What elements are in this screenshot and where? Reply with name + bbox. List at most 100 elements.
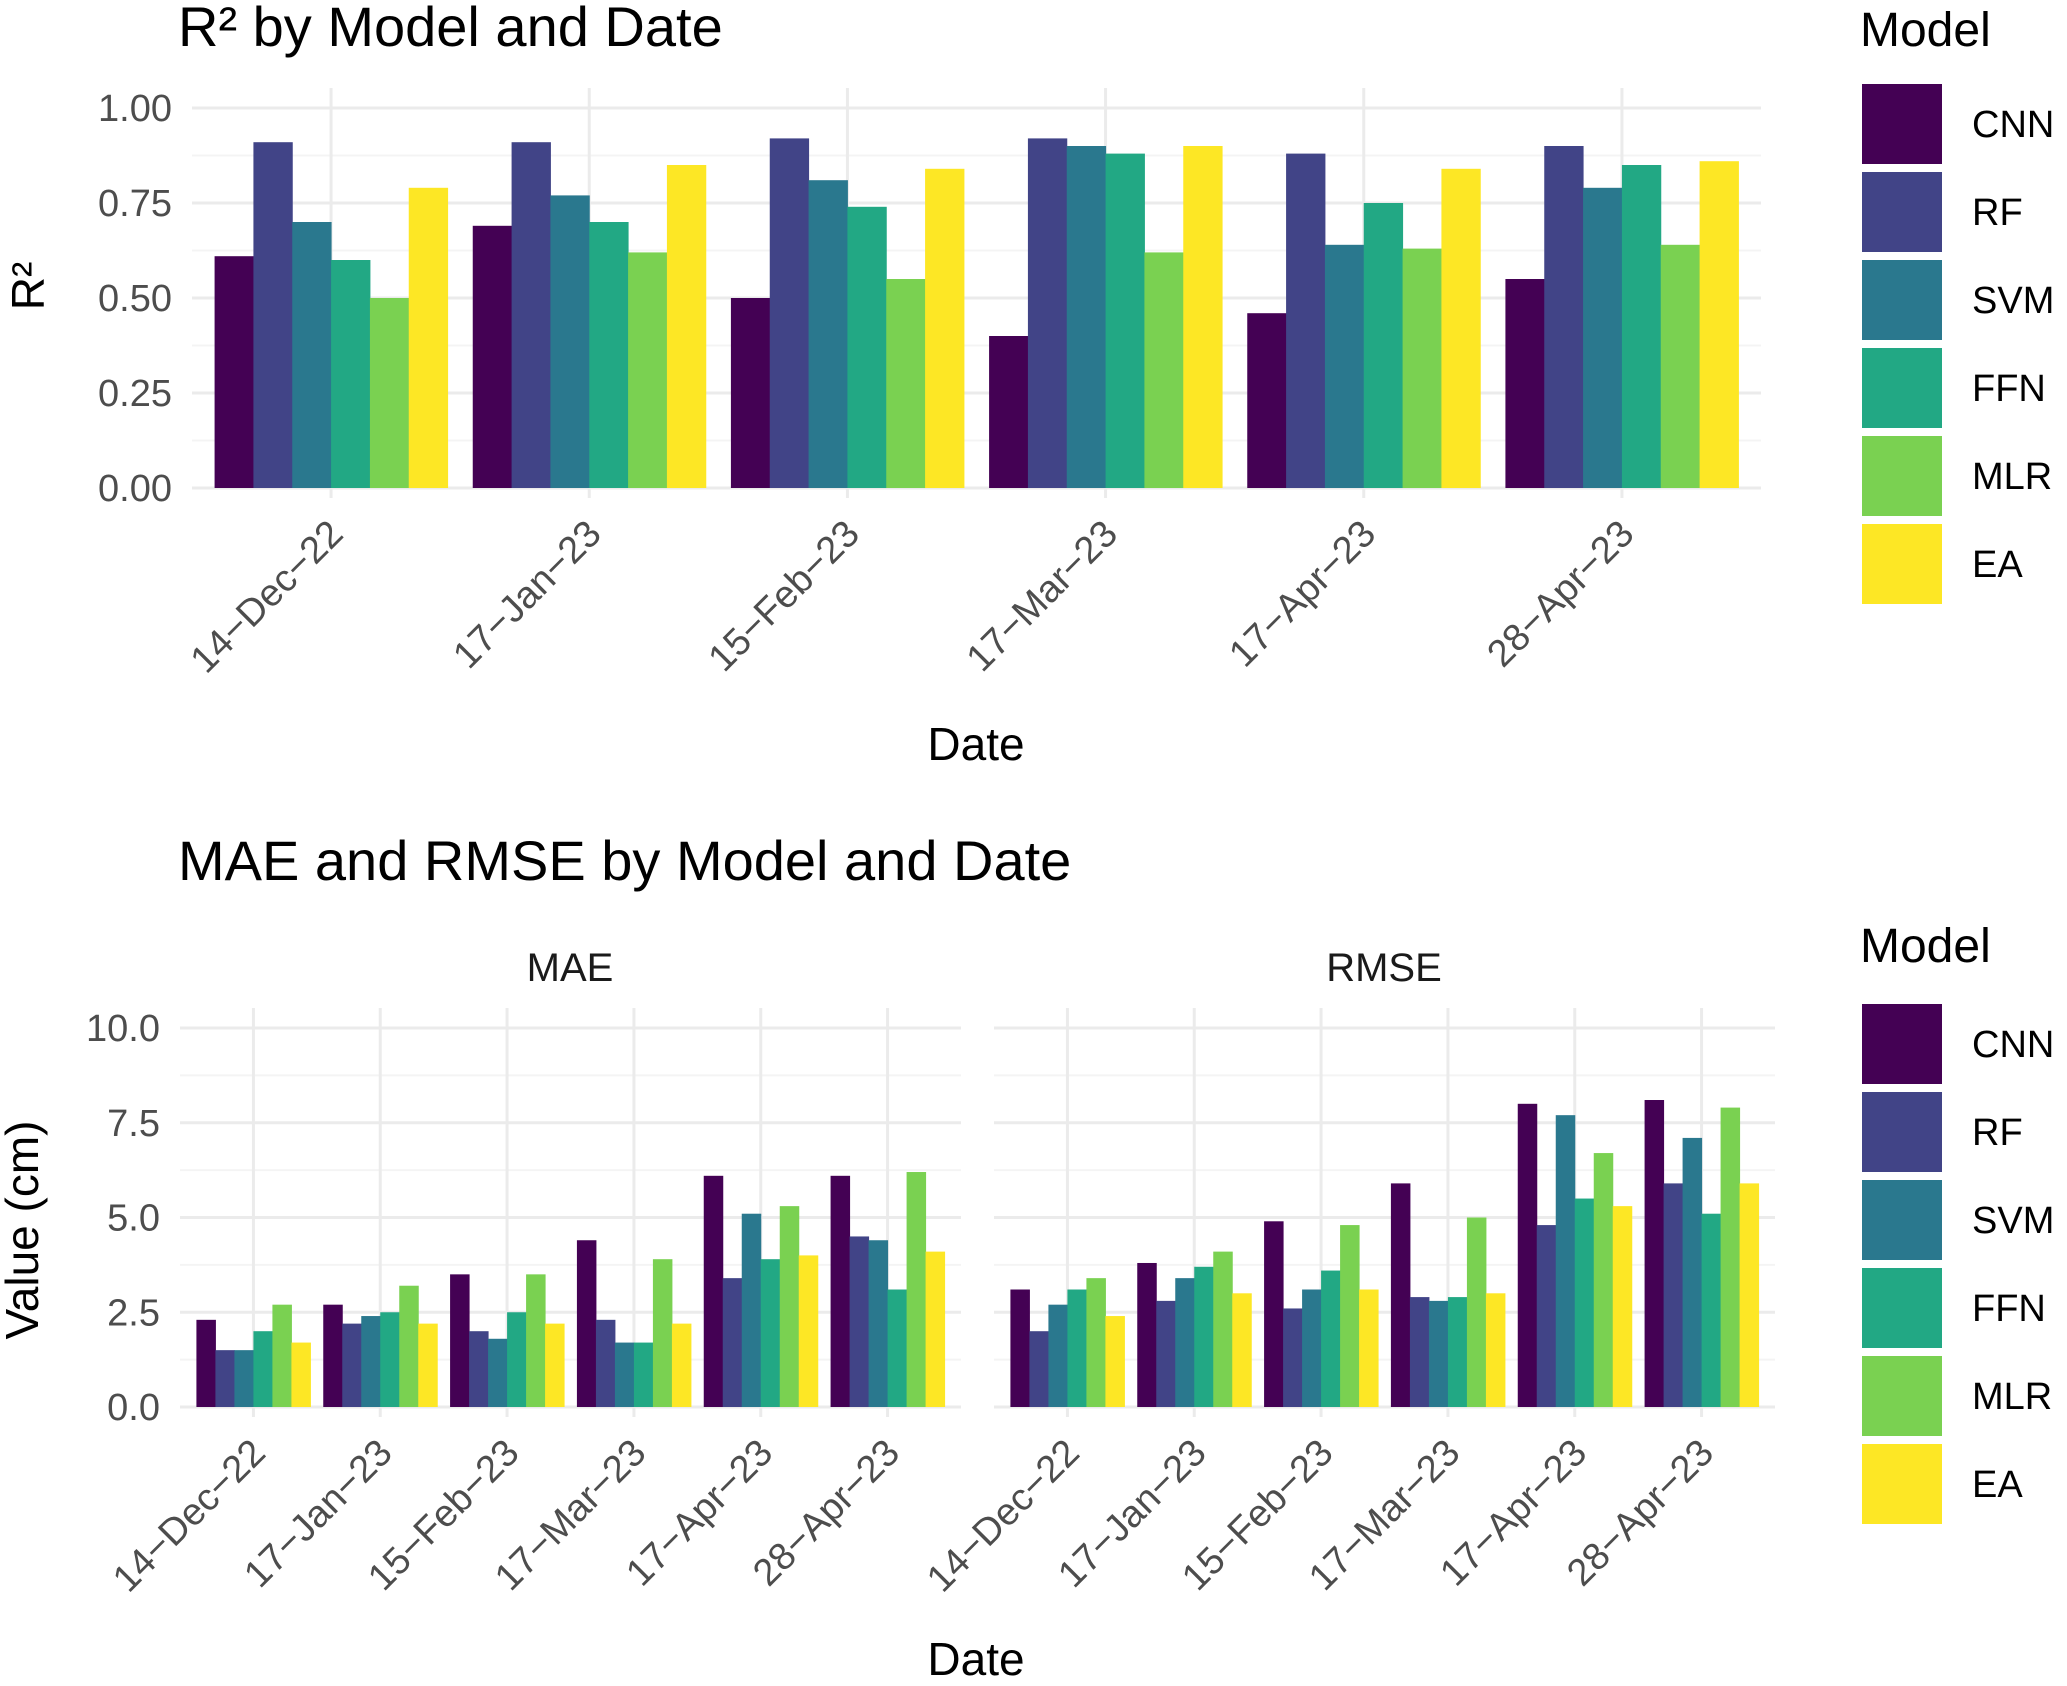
r2-chart-title: R² by Model and Date [178,0,723,58]
r2-bar-cnn-28-apr-23 [1505,279,1545,488]
facet-label-rmse: RMSE [1326,946,1442,990]
legend-key-ea [1862,1444,1942,1524]
mae-bar-rf-17-apr-23 [722,1278,743,1407]
r2-bar-cnn-17-apr-23 [1247,313,1287,488]
rmse-bar-ea-14-dec-22 [1105,1316,1125,1407]
mae-bar-cnn-28-apr-23 [830,1175,851,1407]
r2-bar-svm-14-dec-22 [292,222,332,488]
mae-bar-mlr-17-apr-23 [779,1206,800,1407]
mae-y-tick-label: 7.5 [107,1103,160,1145]
r2-bar-ea-17-jan-23 [666,165,707,488]
legend-key-rf [1862,1092,1942,1172]
rmse-bar-svm-17-mar-23 [1428,1300,1449,1407]
r2-bar-cnn-15-feb-23 [730,298,771,488]
legend-label-ffn: FFN [1972,368,2046,410]
r2-bar-rf-17-mar-23 [1027,138,1068,488]
r2-bar-svm-17-mar-23 [1066,146,1107,488]
error-bars [196,1100,1760,1407]
r2-bar-mlr-14-dec-22 [369,298,410,488]
mae-y-tick-label: 5.0 [107,1198,160,1240]
r2-y-tick-label: 0.25 [98,373,172,415]
rmse-bar-ea-17-apr-23 [1612,1206,1633,1407]
r2-y-tick-label: 1.00 [98,88,172,130]
legend-key-cnn [1862,1004,1942,1084]
r2-bar-svm-17-jan-23 [550,195,590,488]
r2-x-tick-label: 14−Dec−22 [183,513,352,682]
rmse-bar-ffn-17-mar-23 [1447,1297,1468,1407]
error-legend-title: Model [1860,920,1991,973]
legend-label-mlr: MLR [1972,456,2052,498]
legend-key-svm [1862,260,1942,340]
rmse-bar-cnn-28-apr-23 [1644,1100,1665,1407]
r2-bar-mlr-17-jan-23 [628,252,668,488]
r2-bar-rf-28-apr-23 [1544,146,1584,488]
r2-legend-title: Model [1860,4,1991,57]
mae-bar-svm-28-apr-23 [868,1240,889,1407]
r2-x-tick-label: 17−Jan−23 [445,513,609,677]
r2-bar-ea-15-feb-23 [925,168,965,489]
rmse-bar-rf-17-jan-23 [1156,1300,1176,1407]
rmse-bar-ffn-14-dec-22 [1067,1289,1087,1407]
mae-bar-ffn-28-apr-23 [887,1289,908,1407]
rmse-bar-rf-15-feb-23 [1283,1308,1303,1407]
rmse-bar-mlr-14-dec-22 [1086,1278,1106,1407]
mae-bar-cnn-17-mar-23 [576,1240,597,1407]
rmse-bar-ffn-15-feb-23 [1321,1270,1341,1407]
error-chart: MAE and RMSE by Model and Date MAE RMSE … [0,829,2054,1685]
legend-label-svm: SVM [1972,280,2054,322]
mae-bar-ffn-17-apr-23 [760,1259,781,1407]
rmse-bar-mlr-17-apr-23 [1593,1153,1614,1407]
r2-x-tick-label: 28−Apr−23 [1480,513,1643,676]
rmse-bar-ffn-17-jan-23 [1194,1266,1214,1407]
mae-bar-ffn-17-jan-23 [380,1312,400,1407]
mae-bar-ea-17-jan-23 [418,1323,438,1407]
mae-bar-mlr-17-mar-23 [652,1259,673,1407]
rmse-bar-svm-17-jan-23 [1175,1278,1195,1407]
legend-key-ffn [1862,348,1942,428]
r2-bar-ffn-14-dec-22 [331,260,371,488]
r2-bar-ffn-15-feb-23 [847,206,887,489]
rmse-bar-ea-17-mar-23 [1485,1293,1506,1407]
mae-bar-svm-14-dec-22 [234,1350,254,1407]
rmse-bar-ffn-17-apr-23 [1574,1198,1595,1407]
legend-key-rf [1862,172,1942,252]
rmse-bar-rf-17-mar-23 [1409,1297,1430,1407]
r2-bar-svm-15-feb-23 [808,180,848,488]
error-y-axis-title: Value (cm) [0,1121,48,1340]
r2-bar-svm-28-apr-23 [1583,187,1623,489]
r2-bar-mlr-15-feb-23 [886,279,926,488]
rmse-bar-svm-15-feb-23 [1302,1289,1322,1407]
rmse-bar-cnn-15-feb-23 [1264,1221,1284,1407]
mae-bar-ea-17-apr-23 [798,1255,819,1407]
mae-bar-ea-17-mar-23 [671,1323,692,1407]
rmse-bar-ea-15-feb-23 [1359,1289,1379,1407]
mae-bar-rf-17-mar-23 [595,1319,616,1407]
rmse-bar-ffn-28-apr-23 [1701,1213,1722,1407]
mae-bar-rf-14-dec-22 [215,1350,235,1407]
r2-bar-mlr-17-apr-23 [1402,248,1442,488]
r2-bar-ea-14-dec-22 [408,187,449,489]
rmse-bar-ea-17-jan-23 [1232,1293,1252,1407]
r2-bar-rf-14-dec-22 [253,142,293,488]
mae-bar-svm-17-mar-23 [614,1342,635,1407]
legend-key-cnn [1862,84,1942,164]
mae-bar-cnn-15-feb-23 [450,1274,470,1407]
rmse-bar-svm-14-dec-22 [1048,1304,1068,1407]
mae-bar-rf-15-feb-23 [469,1331,489,1407]
mae-bar-rf-17-jan-23 [342,1323,362,1407]
facet-label-mae: MAE [527,946,614,990]
rmse-bar-mlr-17-jan-23 [1213,1251,1233,1407]
legend-label-ea: EA [1972,1464,2023,1506]
r2-bar-ffn-17-mar-23 [1105,153,1145,488]
r2-y-tick-label: 0.50 [98,278,172,320]
legend-key-ffn [1862,1268,1942,1348]
rmse-bar-cnn-17-jan-23 [1137,1262,1157,1407]
r2-bar-cnn-17-jan-23 [472,225,513,489]
rmse-bar-svm-17-apr-23 [1555,1115,1576,1407]
rmse-bar-rf-14-dec-22 [1029,1331,1049,1407]
r2-bar-mlr-28-apr-23 [1660,244,1701,488]
rmse-bar-rf-17-apr-23 [1536,1225,1557,1407]
r2-y-axis-title: R² [2,262,54,311]
